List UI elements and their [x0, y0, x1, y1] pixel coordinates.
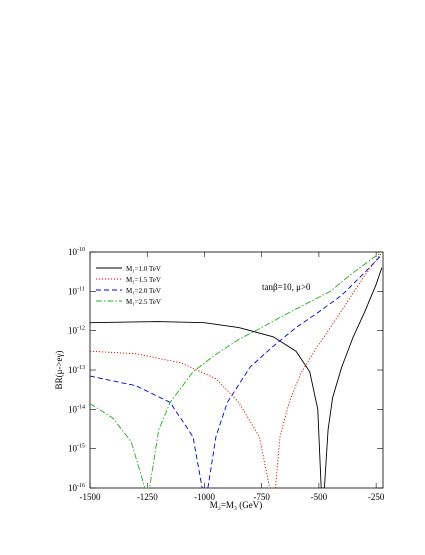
y-tick-label: 10 — [68, 444, 78, 454]
y-tick-label: 10 — [68, 247, 78, 257]
series-line — [90, 255, 382, 488]
x-tick-label: -500 — [311, 492, 328, 502]
y-tick-label: 10 — [68, 483, 78, 493]
x-tick-label: -750 — [253, 492, 270, 502]
x-axis-label: M₂=M₃ (GeV) — [210, 500, 263, 510]
y-tick-exponent: -16 — [77, 483, 85, 489]
annotation: tanβ=10, μ>0 — [262, 282, 311, 292]
series-line — [90, 252, 383, 488]
y-axis-label: BR(μ->eγ) — [54, 351, 64, 390]
y-tick-exponent: -12 — [77, 326, 85, 332]
y-tick-exponent: -13 — [77, 365, 85, 371]
legend-label: M₁=2.5 TeV — [126, 298, 161, 306]
y-tick-label: 10 — [68, 286, 78, 296]
x-tick-label: -1000 — [194, 492, 215, 502]
plot-area — [90, 252, 383, 488]
x-tick-label: -1250 — [137, 492, 158, 502]
legend-label: M₁=1.5 TeV — [126, 276, 161, 284]
legend-label: M₁=1.0 TeV — [126, 265, 161, 273]
x-tick-label: -250 — [368, 492, 385, 502]
series-line — [90, 267, 383, 488]
y-tick-label: 10 — [68, 365, 78, 375]
y-tick-exponent: -15 — [77, 444, 85, 450]
series-line — [90, 253, 382, 488]
legend-label: M₁=2.0 TeV — [126, 287, 161, 295]
y-tick-exponent: -11 — [77, 286, 85, 292]
x-tick-label: -1500 — [80, 492, 101, 502]
y-tick-label: 10 — [68, 404, 78, 414]
y-tick-exponent: -14 — [77, 404, 85, 410]
y-tick-label: 10 — [68, 326, 78, 336]
y-tick-exponent: -10 — [77, 247, 85, 253]
